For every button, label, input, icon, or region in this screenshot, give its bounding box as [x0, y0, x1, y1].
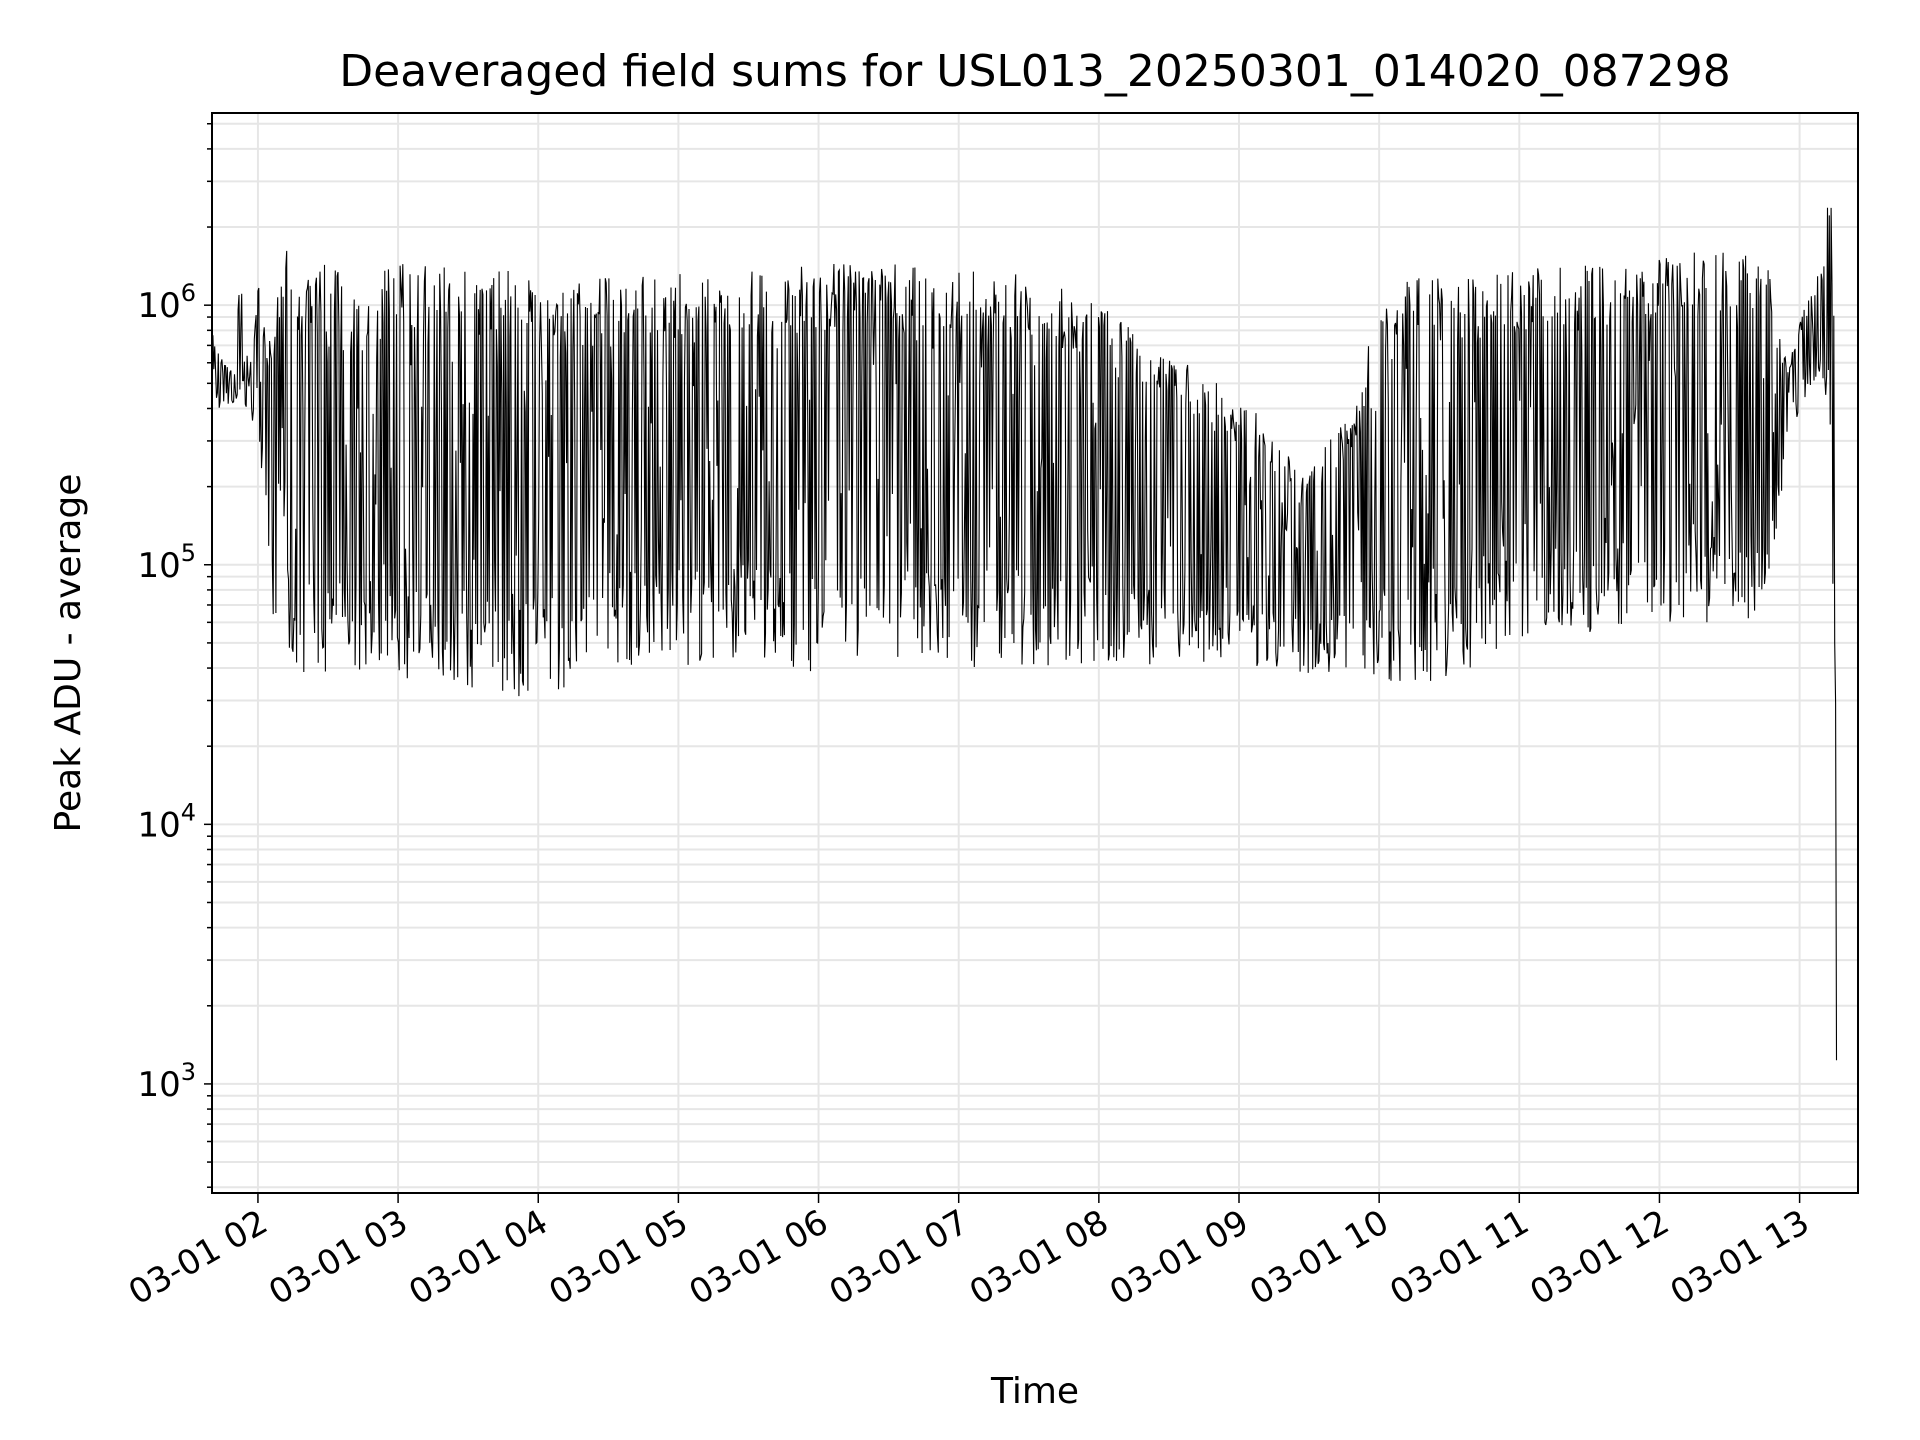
y-axis-label: Peak ADU - average [48, 474, 89, 833]
x-axis-label: Time [990, 1371, 1079, 1412]
chart-title: Deaveraged field sums for USL013_2025030… [339, 46, 1731, 97]
y-tick-label: 104 [137, 798, 196, 845]
y-tick-label: 106 [137, 279, 196, 326]
y-axis: 103 104 105 106 [137, 122, 212, 1188]
series-line [211, 207, 1838, 1061]
series-layer [211, 207, 1838, 1061]
y-tick-label: 105 [137, 539, 196, 586]
plot-frame [211, 112, 1859, 1194]
y-tick-label: 103 [137, 1058, 196, 1105]
